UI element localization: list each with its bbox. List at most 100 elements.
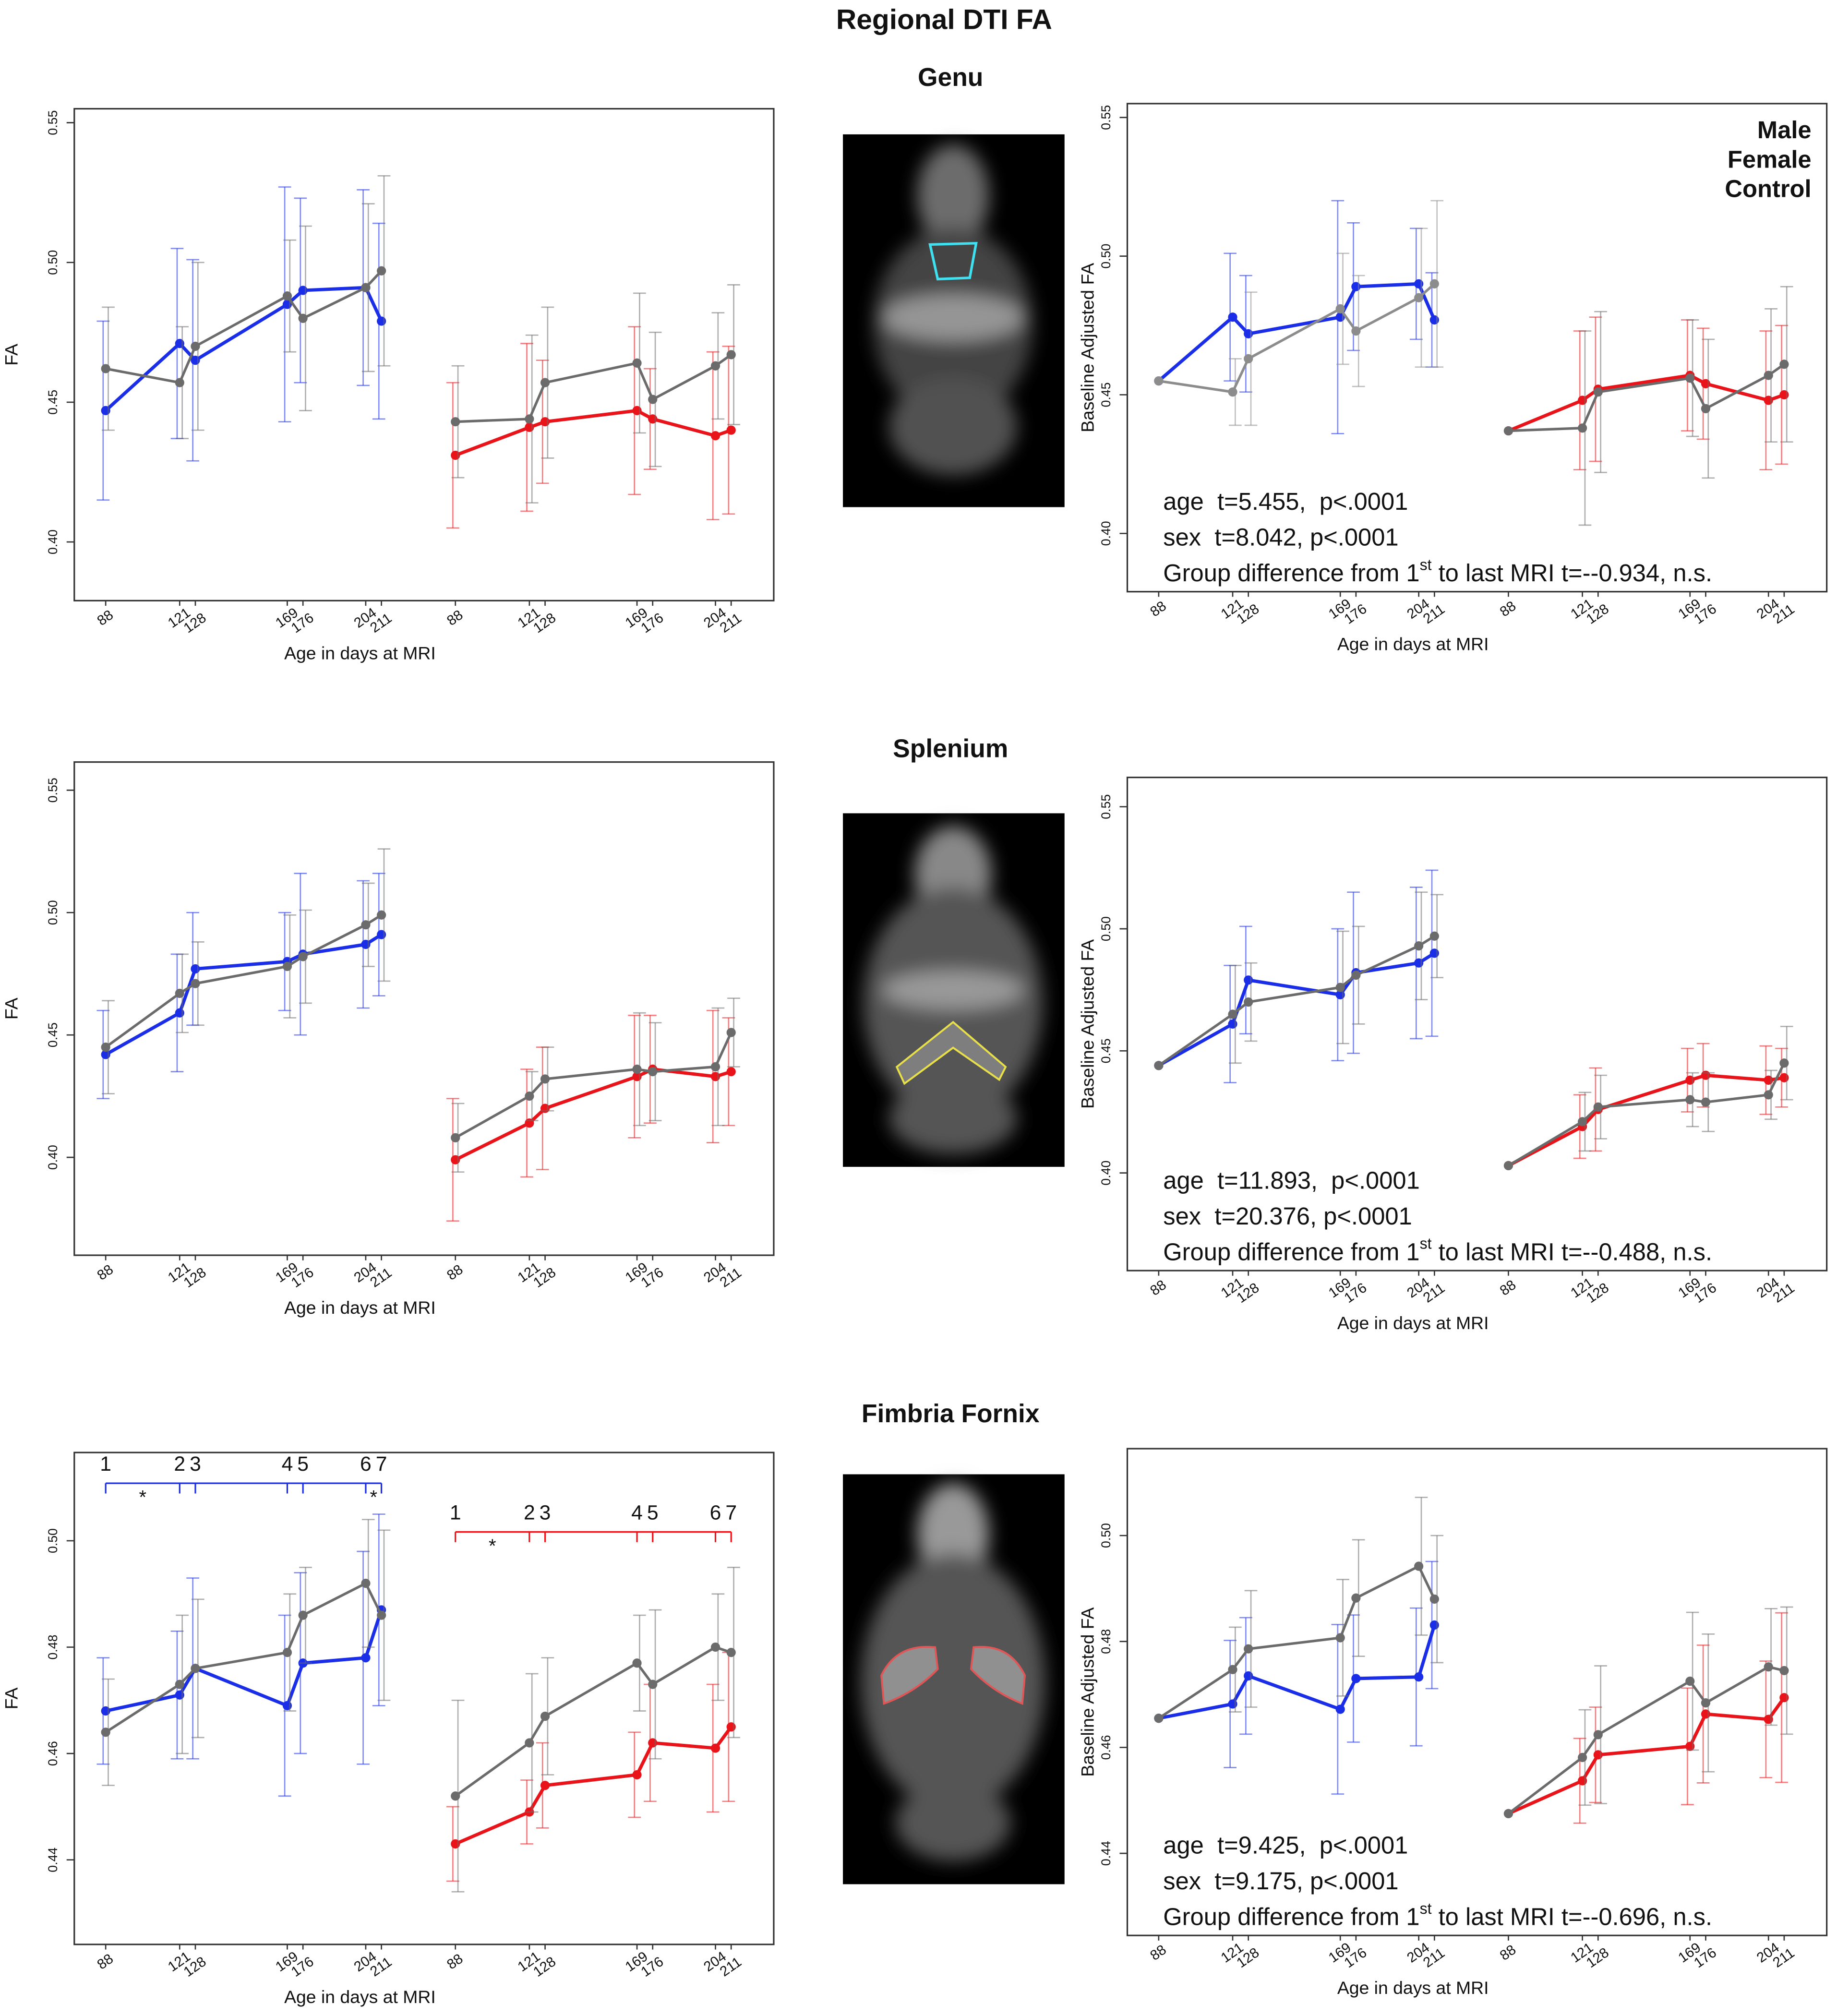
data-point (726, 1722, 736, 1732)
figure-title: Regional DTI FA (836, 4, 1052, 36)
data-point (1764, 1075, 1773, 1085)
y-axis-label: FA (1, 997, 22, 1020)
data-point (632, 358, 642, 368)
y-tick-label: 0.50 (1099, 1523, 1113, 1548)
y-tick-label: 0.55 (46, 110, 60, 135)
bracket-label: 7 (725, 1501, 737, 1524)
data-point (1701, 1709, 1711, 1719)
x-tick-label: 88 (1497, 1277, 1519, 1299)
x-tick-label: 88 (94, 1261, 116, 1284)
data-point (1335, 983, 1345, 992)
data-point (1577, 1117, 1587, 1127)
series-line (105, 933, 383, 1056)
plot-frame (73, 761, 775, 1256)
data-point (1779, 390, 1789, 400)
stat-text: sex t=8.042, p<.0001 (1163, 524, 1398, 551)
brain-image (843, 1474, 1065, 1884)
data-point (1779, 360, 1789, 369)
data-point (525, 414, 534, 424)
data-point (1593, 1102, 1603, 1112)
data-point (1685, 373, 1695, 383)
data-point (1228, 312, 1237, 322)
data-point (726, 425, 736, 435)
data-point (710, 1062, 720, 1072)
data-point (1701, 1097, 1711, 1107)
series-line (1158, 283, 1436, 394)
series-line (455, 1032, 732, 1139)
data-point (1701, 404, 1711, 413)
x-tick-label: 88 (94, 607, 116, 629)
bracket-label: 7 (376, 1452, 387, 1476)
data-point (648, 1738, 658, 1748)
series-line (1508, 363, 1785, 432)
note-part: Group difference from 1 (1163, 1238, 1419, 1266)
data-point (1429, 279, 1439, 288)
bracket-label: 1 (450, 1501, 461, 1524)
y-tick-label: 0.45 (1099, 383, 1113, 408)
y-axis-label: FA (1, 344, 22, 366)
series-line (1507, 1073, 1785, 1167)
data-point (540, 417, 550, 427)
y-tick-label: 0.55 (1099, 794, 1113, 819)
y-axis-label: FA (1, 1688, 22, 1710)
y-tick-label: 0.45 (1099, 1038, 1113, 1063)
legend-entry: Control (1725, 175, 1811, 203)
y-tick-label: 0.46 (46, 1741, 60, 1766)
series-line (1158, 1564, 1436, 1719)
data-point (1244, 997, 1253, 1007)
data-point (1244, 329, 1253, 338)
y-tick-label: 0.50 (46, 250, 60, 275)
data-point (1593, 387, 1603, 397)
x-tick-label: 88 (1497, 598, 1519, 620)
y-tick-label: 0.48 (1099, 1629, 1113, 1654)
y-axis-label: Baseline Adjusted FA (1077, 1608, 1097, 1777)
series-line (455, 1645, 732, 1797)
data-point (1351, 282, 1361, 291)
data-point (1228, 1009, 1237, 1019)
data-point (1503, 1161, 1513, 1170)
data-point (1685, 1676, 1695, 1686)
data-point (101, 1043, 110, 1052)
x-axis-label: Age in days at MRI (1337, 634, 1489, 654)
note-part: Group difference from 1 (1163, 559, 1419, 587)
bracket-label: 4 (282, 1452, 293, 1476)
data-point (101, 364, 110, 373)
data-point (540, 1104, 550, 1113)
data-point (1228, 1665, 1237, 1674)
data-point (377, 316, 386, 326)
data-point (726, 1028, 736, 1037)
data-point (175, 1008, 184, 1018)
data-point (191, 355, 200, 365)
series-line (455, 408, 732, 457)
data-point (1764, 1090, 1773, 1100)
data-point (101, 406, 110, 415)
section-title: Genu (918, 63, 983, 92)
brain-image (843, 813, 1065, 1167)
bracket-label: 4 (631, 1501, 643, 1524)
x-tick-label: 88 (94, 1951, 116, 1973)
data-point (1503, 1809, 1513, 1818)
data-point (648, 395, 658, 404)
data-point (1244, 1671, 1253, 1681)
data-point (525, 1738, 534, 1748)
data-point (540, 1711, 550, 1721)
data-point (1351, 971, 1361, 980)
data-point (632, 1770, 642, 1780)
data-point (1228, 387, 1237, 397)
data-point (451, 1155, 460, 1164)
data-point (1577, 1752, 1587, 1763)
data-point (377, 930, 386, 939)
data-point (648, 1067, 658, 1077)
data-point (632, 1064, 642, 1074)
data-point (1685, 1075, 1695, 1085)
data-point (175, 378, 184, 387)
data-point (282, 1648, 292, 1657)
data-point (1577, 1776, 1587, 1786)
data-point (361, 920, 371, 930)
stat-text: sex t=9.175, p<.0001 (1163, 1867, 1398, 1895)
data-point (101, 1706, 110, 1716)
data-point (191, 964, 200, 974)
data-point (377, 910, 386, 920)
bracket-label: 5 (297, 1452, 309, 1476)
